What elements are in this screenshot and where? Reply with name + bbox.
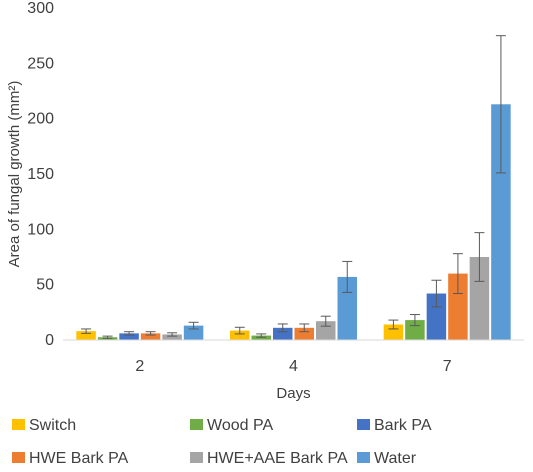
legend-swatch [12,419,25,430]
bar [294,327,314,340]
bar [140,333,161,340]
y-tick-label: 50 [36,277,54,294]
bar [405,320,425,340]
legend: Switch Wood PA Bark PA HWE Bark PA HWE+AAE B… [12,417,432,467]
legend-label: Wood PA [207,417,273,434]
legend-swatch [357,452,370,463]
error-bars-group [81,35,506,339]
legend-label: Water [374,450,417,467]
bar-series-group [76,104,511,340]
legend-swatch [12,452,25,463]
y-tick-label: 100 [27,221,54,238]
bar [76,331,96,340]
x-tick-label: 4 [289,358,298,375]
y-axis-title: Area of fungal growth (mm²) [6,81,23,268]
bar [273,327,293,340]
y-tick-label: 150 [27,166,54,183]
legend-label: HWE Bark PA [29,450,129,467]
x-axis-ticks: 2 4 7 [135,358,451,375]
y-axis-ticks: 0 50 100 150 200 250 300 [27,0,54,349]
bar [383,324,404,340]
bar [162,334,182,340]
y-tick-label: 0 [45,332,54,349]
bar [230,330,250,340]
legend-swatch [190,419,203,430]
x-axis-title: Days [276,385,310,402]
legend-label: Bark PA [374,417,432,434]
bar [491,104,511,340]
bar [448,273,468,340]
x-tick-label: 2 [135,358,144,375]
bar [119,333,139,340]
bar [469,257,490,340]
legend-label: HWE+AAE Bark PA [207,450,348,467]
legend-swatch [190,452,203,463]
y-tick-label: 200 [27,111,54,128]
y-tick-label: 250 [27,55,54,72]
bar [426,293,447,340]
y-tick-label: 300 [27,0,54,17]
bar [251,335,271,340]
legend-swatch [357,419,370,430]
x-tick-label: 7 [443,358,452,375]
legend-label: Switch [29,417,76,434]
